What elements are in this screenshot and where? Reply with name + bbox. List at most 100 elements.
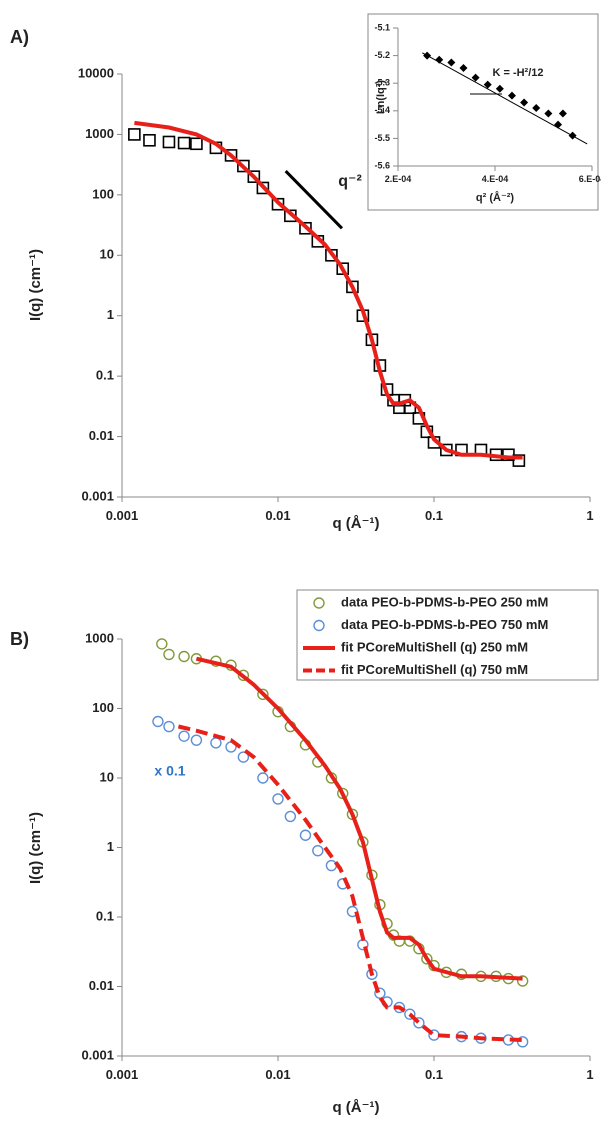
y-tick-label: 10000 [78, 65, 114, 80]
data-point [471, 73, 480, 82]
chart: -5.6 -5.5 -5.4 -5.3 -5.2 -5.1 2.E-04 4.E-04 6.E-… [367, 13, 601, 211]
annotation: K = -H²/12 [492, 67, 543, 79]
data-point [247, 170, 261, 183]
legend-label: fit PCoreMultiShell (q) 250 mM [341, 639, 528, 654]
legend-label: data PEO-b-PDMS-b-PEO 750 mM [341, 617, 548, 632]
data-point [447, 58, 456, 67]
data-point [237, 159, 250, 173]
inset-frame [367, 13, 599, 211]
y-tick-label: 100 [92, 186, 114, 201]
fit-line [195, 656, 523, 981]
x-tick-label: 0.01 [265, 508, 290, 523]
data-point [284, 810, 297, 823]
data-point [532, 104, 541, 113]
data-point [257, 772, 269, 784]
chart: 0.001 0.01 0.1 1 10 100 1000 0.001 0.01 0.1 1 q (Å⁻… [10, 589, 599, 1116]
data-point [421, 953, 433, 965]
y-tick-label: 0.01 [89, 978, 114, 993]
data-point [163, 720, 175, 733]
legend-box [296, 589, 599, 681]
data-point [190, 734, 203, 746]
fit-line [422, 52, 588, 145]
fit-line [177, 724, 523, 1042]
data-point [163, 648, 175, 661]
data-point [312, 844, 324, 857]
data-point [336, 262, 350, 275]
slope-line [284, 169, 344, 230]
data-point [435, 55, 444, 64]
y-tick-label: -5.6 [374, 160, 390, 170]
y-tick-label: 0.1 [96, 368, 114, 383]
panel-label: A) [10, 27, 29, 47]
data-point [224, 149, 238, 162]
y-tick-label: 100 [92, 700, 114, 715]
legend-label: data PEO-b-PDMS-b-PEO 250 mM [341, 594, 548, 609]
y-tick-label: -5.2 [374, 50, 390, 60]
data-point [237, 751, 250, 763]
data-point [190, 137, 203, 151]
x-tick-label: 2.E-04 [385, 174, 412, 184]
y-tick-label: -5.3 [374, 78, 390, 88]
data-point [299, 829, 312, 841]
data-point [271, 197, 285, 211]
y-tick-label: 10 [100, 769, 114, 784]
x-tick-label: 0.01 [265, 1067, 290, 1082]
x-axis-title: q (Å⁻¹) [332, 1099, 379, 1116]
x-axis-title: q (Å⁻¹) [332, 515, 379, 532]
y-tick-label: 1000 [85, 630, 114, 645]
data-point [483, 80, 492, 89]
data-point [512, 454, 526, 467]
x-tick-label: 0.001 [106, 508, 139, 523]
legend-marker [313, 597, 325, 609]
x-tick-label: 0.1 [425, 1067, 443, 1082]
data-point [516, 975, 529, 987]
y-tick-label: 0.001 [81, 1047, 114, 1062]
data-point [177, 136, 191, 150]
slope-label: q⁻² [338, 173, 362, 190]
x-tick-label: 1 [586, 508, 593, 523]
data-point [256, 181, 270, 195]
annotation: x 0.1 [154, 763, 185, 779]
data-point [128, 128, 141, 141]
y-tick-label: -5.5 [374, 133, 390, 143]
data-point [554, 120, 563, 129]
y-tick-label: -5.4 [374, 105, 390, 115]
data-point [162, 135, 176, 149]
data-point [178, 730, 190, 742]
x-axis-title: q² (Å⁻²) [476, 191, 515, 204]
legend-marker [313, 619, 325, 632]
x-tick-label: 1 [586, 1067, 593, 1082]
x-tick-label: 0.1 [425, 508, 443, 523]
y-tick-label: 1 [107, 307, 114, 322]
data-point [413, 1017, 425, 1029]
y-axis-title: I(q) (cm⁻¹) [27, 249, 44, 321]
data-point [272, 793, 284, 805]
data-point [404, 1008, 416, 1020]
data-point [507, 91, 516, 100]
y-tick-label: 1 [107, 839, 114, 854]
data-point [152, 715, 164, 728]
data-point [495, 84, 504, 93]
data-point [210, 737, 222, 749]
y-tick-label: 1000 [85, 126, 114, 141]
data-point [143, 133, 156, 147]
x-tick-label: 4.E-04 [482, 174, 509, 184]
data-point [346, 280, 359, 294]
fit-line [134, 120, 523, 460]
data-point [544, 109, 553, 118]
y-axis-title: Ln(Iq²) [375, 80, 387, 115]
y-tick-label: 0.001 [81, 488, 114, 503]
data-point [374, 987, 386, 999]
data-point [558, 109, 567, 118]
panel-label: B) [10, 629, 29, 649]
data-point [325, 859, 338, 872]
data-point [520, 98, 529, 107]
y-tick-label: 10 [100, 247, 114, 262]
data-point [459, 64, 468, 73]
legend-label: fit PCoreMultiShell (q) 750 mM [341, 662, 528, 677]
data-point [257, 688, 269, 701]
y-tick-label: 0.1 [96, 908, 114, 923]
data-point [156, 638, 168, 650]
x-tick-label: 0.001 [106, 1067, 139, 1082]
